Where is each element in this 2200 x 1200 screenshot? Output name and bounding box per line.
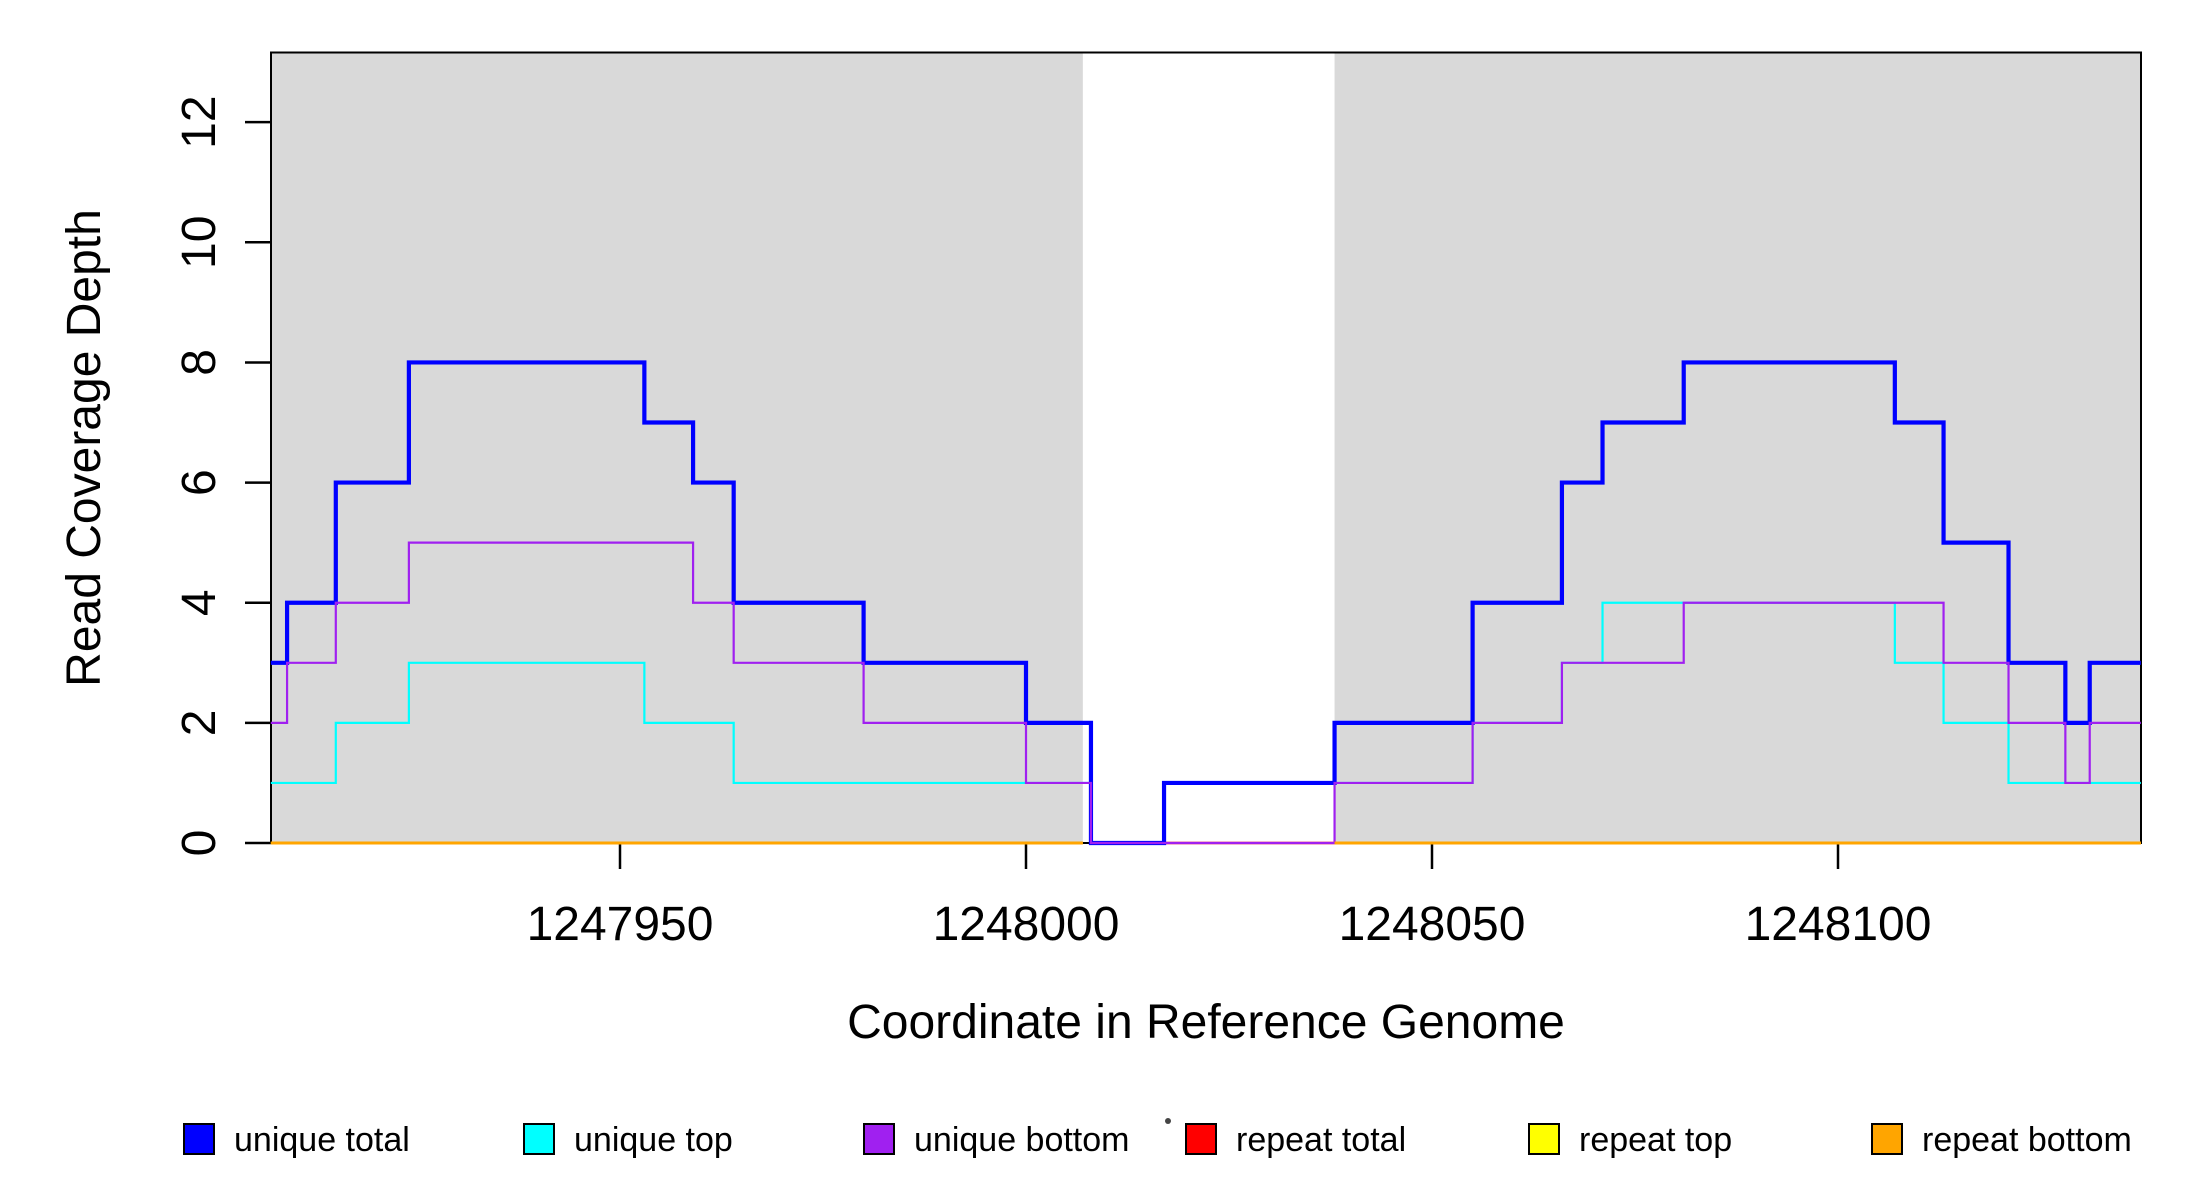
y-tick-label: 8 bbox=[173, 349, 226, 376]
x-axis-title: Coordinate in Reference Genome bbox=[847, 996, 1565, 1049]
y-axis-title: Read Coverage Depth bbox=[58, 209, 111, 687]
stray-dot-artifact bbox=[1165, 1118, 1171, 1124]
y-tick-label: 6 bbox=[173, 469, 226, 496]
legend-swatch-unique-bottom bbox=[863, 1123, 895, 1155]
y-tick-label: 4 bbox=[173, 589, 226, 616]
x-tick-label: 1248100 bbox=[1745, 898, 1932, 951]
series-lines bbox=[270, 360, 2141, 846]
legend-label-repeat-total: repeat total bbox=[1236, 1121, 1406, 1159]
x-tick-label: 1248000 bbox=[933, 898, 1120, 951]
y-tick-label: 12 bbox=[173, 95, 226, 148]
legend-swatch-repeat-top bbox=[1528, 1123, 1560, 1155]
x-tick-label: 1248050 bbox=[1339, 898, 1526, 951]
series-line-unique-total bbox=[270, 360, 2141, 846]
shaded-region bbox=[1334, 52, 2141, 843]
legend-swatch-unique-top bbox=[523, 1123, 555, 1155]
y-tick-label: 0 bbox=[173, 830, 226, 857]
shaded-region bbox=[270, 52, 1083, 843]
legend-label-repeat-bottom: repeat bottom bbox=[1922, 1121, 2132, 1159]
series-line-unique-bottom bbox=[270, 541, 2141, 845]
legend-swatch-repeat-total bbox=[1185, 1123, 1217, 1155]
legend-label-unique-bottom: unique bottom bbox=[914, 1121, 1130, 1159]
y-tick-label: 2 bbox=[173, 710, 226, 737]
legend-swatch-repeat-bottom bbox=[1871, 1123, 1903, 1155]
legend-label-repeat-top: repeat top bbox=[1579, 1121, 1732, 1159]
legend-label-unique-total: unique total bbox=[234, 1121, 410, 1159]
legend: unique total unique top unique bottom repea… bbox=[183, 1121, 2132, 1159]
shaded-regions bbox=[270, 52, 2141, 843]
y-tick-label: 10 bbox=[173, 216, 226, 269]
axes: 1247950 1248000 1248050 1248100 0 2 4 6 8 10 12 bbox=[173, 95, 1931, 951]
legend-swatch-unique-total bbox=[183, 1123, 215, 1155]
legend-label-unique-top: unique top bbox=[574, 1121, 733, 1159]
x-tick-label: 1247950 bbox=[527, 898, 714, 951]
